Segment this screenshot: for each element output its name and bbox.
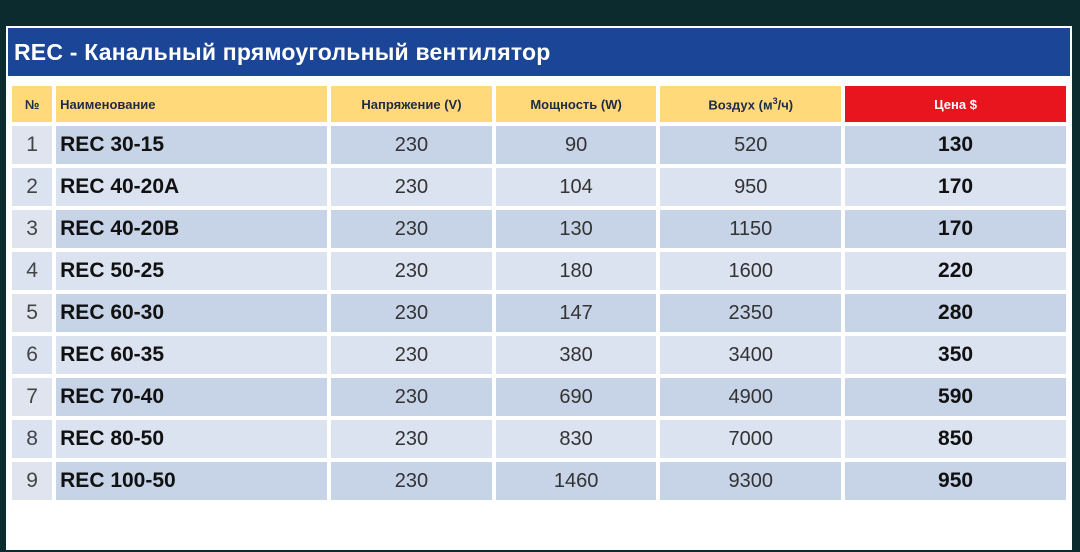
cell-num: 6 <box>12 336 53 374</box>
table-row: 4 REC 50-25 230 180 1600 220 <box>12 252 1066 290</box>
cell-voltage: 230 <box>331 126 492 164</box>
cell-power: 690 <box>495 378 657 416</box>
cell-price: 850 <box>845 420 1066 458</box>
header-name: Наименование <box>56 86 328 122</box>
cell-power: 380 <box>495 336 657 374</box>
cell-price: 170 <box>845 168 1066 206</box>
cell-air: 950 <box>660 168 842 206</box>
cell-name: REC 70-40 <box>56 378 328 416</box>
table-row: 9 REC 100-50 230 1460 9300 950 <box>12 462 1066 500</box>
cell-num: 1 <box>12 126 53 164</box>
cell-price: 590 <box>845 378 1066 416</box>
top-bar <box>0 0 1080 22</box>
cell-name: REC 60-30 <box>56 294 328 332</box>
table-row: 1 REC 30-15 230 90 520 130 <box>12 126 1066 164</box>
cell-power: 147 <box>495 294 657 332</box>
cell-num: 5 <box>12 294 53 332</box>
cell-price: 280 <box>845 294 1066 332</box>
cell-power: 830 <box>495 420 657 458</box>
cell-power: 130 <box>495 210 657 248</box>
header-air-suffix: /ч) <box>777 97 794 113</box>
header-num: № <box>12 86 53 122</box>
header-power: Мощность (W) <box>495 86 657 122</box>
cell-voltage: 230 <box>331 294 492 332</box>
header-voltage: Напряжение (V) <box>331 86 492 122</box>
cell-name: REC 40-20B <box>56 210 328 248</box>
cell-power: 90 <box>495 126 657 164</box>
cell-num: 4 <box>12 252 53 290</box>
cell-air: 7000 <box>660 420 842 458</box>
cell-num: 2 <box>12 168 53 206</box>
cell-power: 180 <box>495 252 657 290</box>
cell-air: 4900 <box>660 378 842 416</box>
cell-name: REC 40-20A <box>56 168 328 206</box>
cell-power: 104 <box>495 168 657 206</box>
price-table: № Наименование Напряжение (V) Мощность (… <box>8 82 1070 504</box>
header-price: Цена $ <box>845 86 1066 122</box>
cell-air: 3400 <box>660 336 842 374</box>
cell-name: REC 100-50 <box>56 462 328 500</box>
cell-voltage: 230 <box>331 252 492 290</box>
cell-air: 520 <box>660 126 842 164</box>
header-air-superscript: 3 <box>772 95 778 106</box>
cell-voltage: 230 <box>331 462 492 500</box>
cell-price: 950 <box>845 462 1066 500</box>
cell-name: REC 50-25 <box>56 252 328 290</box>
cell-name: REC 60-35 <box>56 336 328 374</box>
cell-voltage: 230 <box>331 168 492 206</box>
header-air: Воздух (м3/ч) <box>660 86 842 122</box>
table-row: 7 REC 70-40 230 690 4900 590 <box>12 378 1066 416</box>
cell-voltage: 230 <box>331 210 492 248</box>
cell-air: 1150 <box>660 210 842 248</box>
cell-num: 8 <box>12 420 53 458</box>
cell-air: 1600 <box>660 252 842 290</box>
cell-price: 130 <box>845 126 1066 164</box>
table-title: REC - Канальный прямоугольный вентилятор <box>8 28 1070 76</box>
table-row: 6 REC 60-35 230 380 3400 350 <box>12 336 1066 374</box>
table-row: 2 REC 40-20A 230 104 950 170 <box>12 168 1066 206</box>
header-air-prefix: Воздух (м <box>708 97 773 113</box>
table-row: 8 REC 80-50 230 830 7000 850 <box>12 420 1066 458</box>
cell-price: 350 <box>845 336 1066 374</box>
cell-num: 3 <box>12 210 53 248</box>
cell-air: 9300 <box>660 462 842 500</box>
cell-power: 1460 <box>495 462 657 500</box>
cell-voltage: 230 <box>331 336 492 374</box>
cell-air: 2350 <box>660 294 842 332</box>
cell-num: 9 <box>12 462 53 500</box>
table-row: 5 REC 60-30 230 147 2350 280 <box>12 294 1066 332</box>
table-row: 3 REC 40-20B 230 130 1150 170 <box>12 210 1066 248</box>
cell-voltage: 230 <box>331 420 492 458</box>
cell-name: REC 80-50 <box>56 420 328 458</box>
table-header-row: № Наименование Напряжение (V) Мощность (… <box>12 86 1066 122</box>
cell-voltage: 230 <box>331 378 492 416</box>
cell-num: 7 <box>12 378 53 416</box>
cell-name: REC 30-15 <box>56 126 328 164</box>
cell-price: 170 <box>845 210 1066 248</box>
cell-price: 220 <box>845 252 1066 290</box>
